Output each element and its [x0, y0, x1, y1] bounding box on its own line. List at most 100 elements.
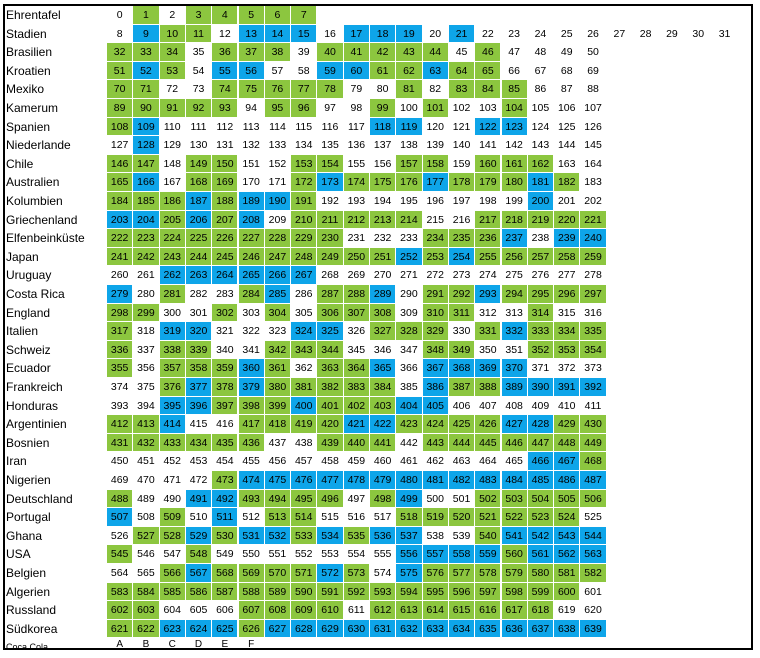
- number-cell: 125: [554, 117, 580, 136]
- number-cell: 501: [448, 489, 475, 508]
- number-cell: 424: [422, 415, 448, 433]
- number-cell: 272: [422, 266, 448, 284]
- number-cell: 514: [291, 508, 317, 526]
- number-cell: 120: [422, 117, 448, 136]
- team-label: Nigerien: [6, 473, 51, 487]
- number-cell: 447: [527, 433, 554, 452]
- number-cell: 172: [291, 173, 317, 191]
- number-cell: 337: [133, 340, 159, 359]
- number-cell: 348: [422, 340, 448, 359]
- number-cell: 333: [527, 322, 554, 340]
- number-cell: 231: [343, 229, 369, 247]
- number-cell: 150: [212, 154, 238, 173]
- number-cell: 415: [185, 415, 212, 433]
- number-cell: 81: [396, 80, 422, 98]
- number-cell: 123: [501, 117, 527, 136]
- number-cell: 107: [580, 99, 606, 117]
- number-cell: 634: [448, 619, 475, 638]
- number-cell: 513: [264, 508, 291, 526]
- number-cell: 73: [185, 80, 212, 98]
- number-cell: 479: [370, 471, 396, 489]
- number-cell: 63: [422, 61, 448, 80]
- number-cell: 167: [159, 173, 185, 191]
- number-cell: 522: [501, 508, 527, 526]
- number-cell: 209: [264, 210, 291, 229]
- team-label: Niederlande: [6, 138, 71, 153]
- number-cell: 480: [396, 471, 422, 489]
- number-cell: 117: [343, 117, 369, 136]
- number-cell: 260: [107, 266, 133, 284]
- number-cell: 194: [370, 192, 396, 210]
- number-cell: 589: [264, 582, 291, 601]
- number-cell: 170: [238, 173, 264, 191]
- number-cell: 278: [580, 266, 606, 284]
- number-cell: 46: [475, 43, 501, 61]
- row-label: Stadien: [6, 26, 47, 41]
- number-cell: 418: [264, 415, 291, 433]
- number-cell: 44: [422, 43, 448, 61]
- number-cell: 60: [343, 61, 369, 80]
- number-cell: 283: [212, 285, 238, 303]
- number-cell: 159: [448, 154, 475, 173]
- number-cell: 20: [422, 24, 448, 43]
- number-cell: 136: [343, 136, 369, 154]
- number-cell: 220: [554, 210, 580, 229]
- number-cell: 12: [212, 24, 238, 43]
- number-cell: 563: [580, 545, 606, 563]
- number-cell: 636: [501, 619, 527, 638]
- number-cell: 422: [370, 415, 396, 433]
- number-cell: 257: [527, 247, 554, 266]
- number-cell: 437: [264, 433, 291, 452]
- number-cell: 157: [396, 154, 422, 173]
- number-cell: 135: [317, 136, 343, 154]
- number-cell: 617: [501, 601, 527, 619]
- number-cell: 614: [422, 601, 448, 619]
- number-cell: 430: [580, 415, 606, 433]
- number-cell: 251: [370, 247, 396, 266]
- number-cell: 427: [501, 415, 527, 433]
- number-cell: 391: [554, 378, 580, 396]
- number-cell: 45: [448, 43, 475, 61]
- number-cell: 573: [343, 564, 369, 582]
- number-cell: 414: [159, 415, 185, 433]
- number-cell: 202: [580, 192, 606, 210]
- number-cell: 173: [317, 173, 343, 191]
- number-cell: 344: [317, 340, 343, 359]
- number-cell: 509: [159, 508, 185, 526]
- number-cell: 378: [212, 378, 238, 396]
- number-cell: 5: [238, 6, 264, 24]
- number-cell: 519: [422, 508, 448, 526]
- number-cell: 612: [370, 601, 396, 619]
- number-cell: 532: [264, 526, 291, 545]
- number-cell: 365: [370, 359, 396, 377]
- number-cell: 162: [527, 154, 554, 173]
- number-cell: 507: [107, 508, 133, 526]
- number-cell: 140: [448, 136, 475, 154]
- number-cell: 493: [238, 489, 264, 508]
- number-cell: 182: [554, 173, 580, 191]
- number-cell: 423: [396, 415, 422, 433]
- number-cell: 389: [501, 378, 527, 396]
- number-cell: 417: [238, 415, 264, 433]
- number-cell: 597: [475, 582, 501, 601]
- number-cell: 284: [238, 285, 264, 303]
- number-cell: 105: [527, 99, 554, 117]
- number-cell: 59: [317, 61, 343, 80]
- number-cell: 362: [291, 359, 317, 377]
- number-cell: 236: [475, 229, 501, 247]
- number-cell: 610: [317, 601, 343, 619]
- number-cell: 103: [475, 99, 501, 117]
- number-cell: 369: [475, 359, 501, 377]
- number-cell: 26: [580, 24, 606, 43]
- number-cell: 66: [501, 61, 527, 80]
- number-cell: 286: [291, 285, 317, 303]
- number-cell: 129: [159, 136, 185, 154]
- number-cell: 0: [107, 6, 133, 24]
- number-cell: 304: [264, 303, 291, 322]
- number-cell: 548: [185, 545, 212, 563]
- team-label: Deutschland: [6, 491, 73, 506]
- number-cell: 80: [370, 80, 396, 98]
- number-cell: 252: [396, 247, 422, 266]
- number-cell: 428: [527, 415, 554, 433]
- number-cell: 440: [343, 433, 369, 452]
